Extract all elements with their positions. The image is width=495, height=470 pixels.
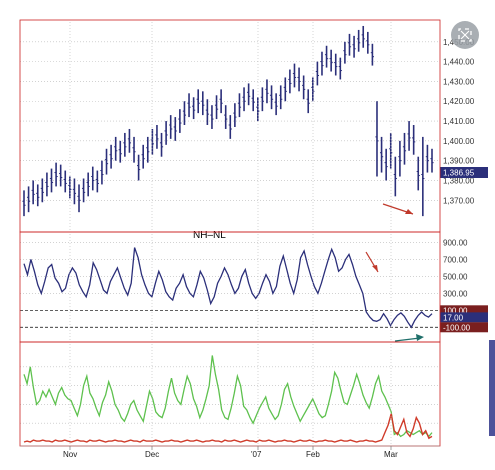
nhnl-tick-label: 300.00 [443,289,468,298]
last-price-label: 1,386.95 [443,169,475,178]
nhnl-tick-label: 500.00 [443,272,468,281]
price-down-arrowhead [405,209,413,214]
last-price-tag: 1,386.95 [440,167,488,178]
price-tick-label: 1,400.00 [443,137,475,146]
nhnl-reference-label: -100.00 [443,323,471,332]
price-bars [22,25,434,217]
nhnl-reference-tag [440,305,488,316]
highs-lows-panel [20,355,440,443]
price-tick-label: 1,370.00 [443,196,475,205]
price-tick-label: 1,430.00 [443,77,475,86]
nhnl-series-line [23,247,433,329]
x-tick-label: Mar [384,450,398,459]
nhnl-y-axis: 900.00 700.00 500.00 300.00 [443,238,468,298]
x-tick-label: '07 [251,450,262,459]
x-tick-label: Nov [63,450,77,459]
new-highs-line [23,355,433,438]
price-tick-label: 1,410.00 [443,117,475,126]
nhnl-up-arrowhead [416,334,424,341]
expand-icon[interactable] [451,21,479,49]
nhnl-gridlines [20,242,440,294]
price-tick-label: 1,440.00 [443,58,475,67]
nhnl-title: NH–NL [193,230,226,241]
price-y-axis: 1,450.001,440.001,430.001,420.001,410.00… [443,38,475,205]
x-tick-label: Dec [145,450,159,459]
side-scroll-element [489,340,495,436]
nhnl-reference-label: 17.00 [443,313,464,322]
price-tick-label: 1,380.00 [443,176,475,185]
nhnl-reference-tag [440,322,488,333]
price-tick-label: 1,420.00 [443,97,475,106]
nhnl-reference-label: 100.00 [443,306,468,315]
nhnl-tick-label: 700.00 [443,255,468,264]
highs-lows-gridlines [20,366,440,424]
nhnl-reference-tag [440,312,488,323]
x-tick-label: Feb [306,450,320,459]
nhnl-tick-label: 900.00 [443,238,468,247]
nhnl-up-arrow [394,337,421,342]
x-axis: Nov Dec '07 Feb Mar [63,22,398,459]
price-tick-label: 1,390.00 [443,157,475,166]
new-lows-line [23,413,433,443]
price-panel: 1,450.001,440.001,430.001,420.001,410.00… [20,25,488,217]
nhnl-down-arrowhead [372,265,378,272]
